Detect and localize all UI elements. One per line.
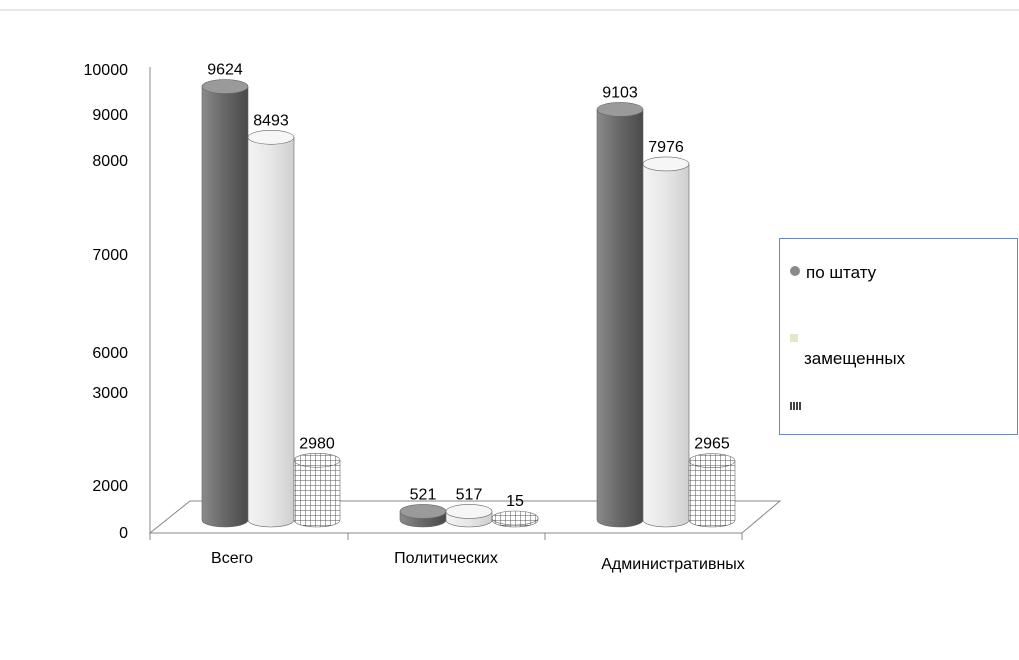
category-label: Всего <box>211 550 253 567</box>
legend-label: по штату <box>806 263 877 282</box>
data-label: 517 <box>456 486 483 503</box>
bar-po-shtatu <box>201 79 249 528</box>
data-label: 15 <box>506 493 524 510</box>
data-labels-group: 9624 8493 2980 521 517 15 9103 7976 2965 <box>207 62 730 510</box>
legend-swatch-icon <box>790 334 798 342</box>
legend-swatch-icon <box>790 266 800 276</box>
y-tick-label: 2000 <box>92 478 128 495</box>
bars-group <box>201 79 736 528</box>
data-label: 7976 <box>648 139 684 156</box>
data-label: 9624 <box>207 62 243 79</box>
legend-swatch-icon <box>790 402 802 410</box>
y-tick-label: 10000 <box>84 62 129 79</box>
data-label: 8493 <box>253 112 289 129</box>
data-label: 2980 <box>299 435 335 452</box>
chart-legend: по штату замещенных <box>779 238 1018 435</box>
data-label: 521 <box>410 486 437 503</box>
bar-zameshchennyh <box>642 156 690 528</box>
legend-label: замещенных <box>804 349 906 368</box>
legend-item <box>790 399 808 410</box>
legend-item: замещенных <box>790 331 905 369</box>
bar-series-3 <box>293 452 341 528</box>
bar-series-3 <box>688 453 736 528</box>
bar-zameshchennyh <box>445 504 493 528</box>
y-tick-label: 0 <box>119 525 128 542</box>
category-label: Политических <box>394 550 498 567</box>
y-tick-label: 8000 <box>92 153 128 170</box>
data-label: 2965 <box>694 436 730 453</box>
legend-item: по штату <box>790 263 876 283</box>
bar-series-3 <box>491 510 539 528</box>
bar-zameshchennyh <box>247 130 295 528</box>
y-tick-label: 7000 <box>92 247 128 264</box>
y-tick-label: 9000 <box>92 107 128 124</box>
category-label: Административных <box>601 556 745 573</box>
y-tick-label: 6000 <box>92 345 128 362</box>
y-tick-label: 3000 <box>92 385 128 402</box>
bar-po-shtatu <box>596 102 644 528</box>
bar-po-shtatu <box>399 504 447 528</box>
data-label: 9103 <box>602 84 638 101</box>
